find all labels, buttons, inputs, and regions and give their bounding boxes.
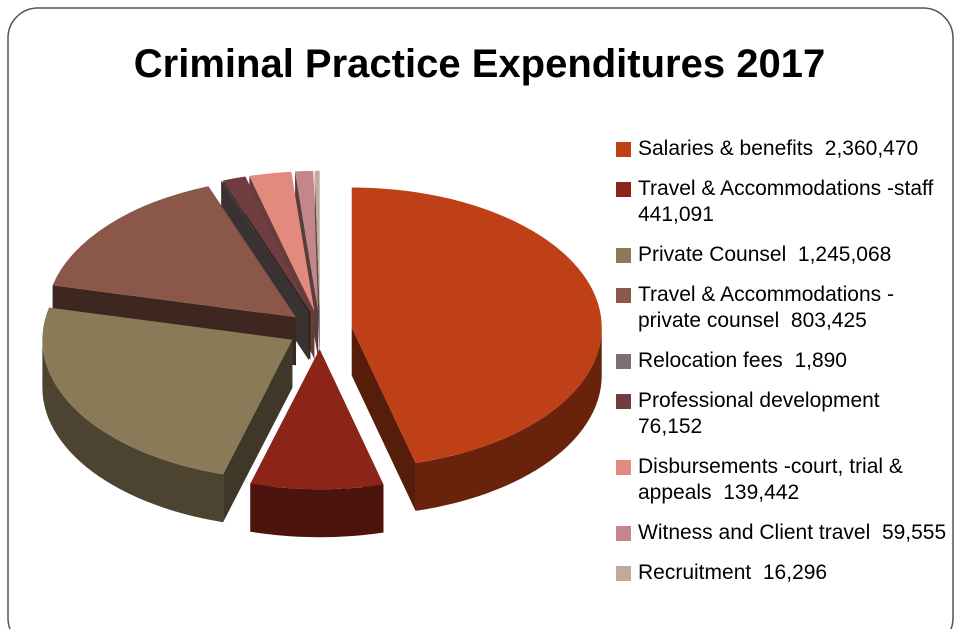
legend-label: Private Counsel bbox=[638, 243, 787, 266]
slice bbox=[351, 187, 602, 511]
slice-side bbox=[42, 339, 224, 523]
slice bbox=[314, 170, 320, 359]
slice-top bbox=[221, 180, 309, 313]
legend-value: 803,425 bbox=[790, 309, 867, 332]
legend-item: Private Counsel 1,245,068 bbox=[612, 242, 952, 268]
legend-swatch bbox=[616, 288, 631, 303]
legend-item: Recruitment 16,296 bbox=[612, 560, 952, 586]
slice-side bbox=[351, 327, 416, 511]
legend-swatch bbox=[616, 248, 631, 263]
legend-label: Professional development bbox=[638, 389, 880, 412]
legend-label: Recruitment bbox=[638, 561, 752, 584]
legend-swatch bbox=[616, 526, 631, 541]
slice-top bbox=[295, 170, 319, 311]
slice-top bbox=[223, 176, 311, 312]
chart-title: Criminal Practice Expenditures 2017 bbox=[133, 42, 826, 86]
legend-swatch bbox=[616, 182, 631, 197]
legend-label: Travel & Accommodations -staff bbox=[638, 177, 934, 200]
legend-label: Salaries & benefits bbox=[638, 137, 814, 160]
slice-side bbox=[250, 483, 384, 538]
legend-swatch bbox=[616, 460, 631, 475]
slice-side bbox=[415, 327, 602, 511]
legend-swatch bbox=[616, 394, 631, 409]
legend-item: Travel & Accommodations -staff 441,091 bbox=[612, 176, 952, 228]
legend-item: Relocation fees 1,890 bbox=[612, 348, 952, 374]
legend-item: Professional development 76,152 bbox=[612, 388, 952, 440]
legend-label: Travel & Accommodations -private counsel bbox=[638, 283, 894, 332]
slice-top bbox=[314, 170, 320, 311]
legend-label: Witness and Client travel bbox=[638, 521, 871, 544]
legend-item: Salaries & benefits 2,360,470 bbox=[612, 136, 952, 162]
slice-top bbox=[249, 171, 315, 312]
legend-label: Relocation fees bbox=[638, 349, 783, 372]
legend-item: Travel & Accommodations -private counsel… bbox=[612, 282, 952, 334]
slice-top bbox=[42, 307, 293, 475]
legend-value: 76,152 bbox=[638, 415, 703, 438]
legend-swatch bbox=[616, 142, 631, 157]
legend-value: 2,360,470 bbox=[824, 137, 919, 160]
slice bbox=[250, 349, 384, 538]
legend-value: 1,890 bbox=[794, 349, 847, 372]
slice-top bbox=[351, 187, 602, 463]
legend-value: 139,442 bbox=[723, 481, 800, 504]
slice bbox=[42, 307, 293, 523]
legend: Salaries & benefits 2,360,470 Travel & Ac… bbox=[612, 136, 952, 600]
slice-top bbox=[250, 349, 384, 490]
legend-item: Witness and Client travel 59,555 bbox=[612, 520, 952, 546]
legend-swatch bbox=[616, 566, 631, 581]
legend-item: Disbursements -court, trial & appeals 13… bbox=[612, 454, 952, 506]
slice-top bbox=[52, 186, 296, 318]
legend-value: 59,555 bbox=[881, 521, 947, 544]
legend-value: 441,091 bbox=[638, 203, 714, 226]
legend-value: 16,296 bbox=[762, 561, 828, 584]
legend-swatch bbox=[616, 354, 631, 369]
slice-side bbox=[314, 170, 320, 359]
legend-label: Disbursements -court, trial & appeals bbox=[638, 455, 903, 504]
legend-value: 1,245,068 bbox=[797, 243, 892, 266]
